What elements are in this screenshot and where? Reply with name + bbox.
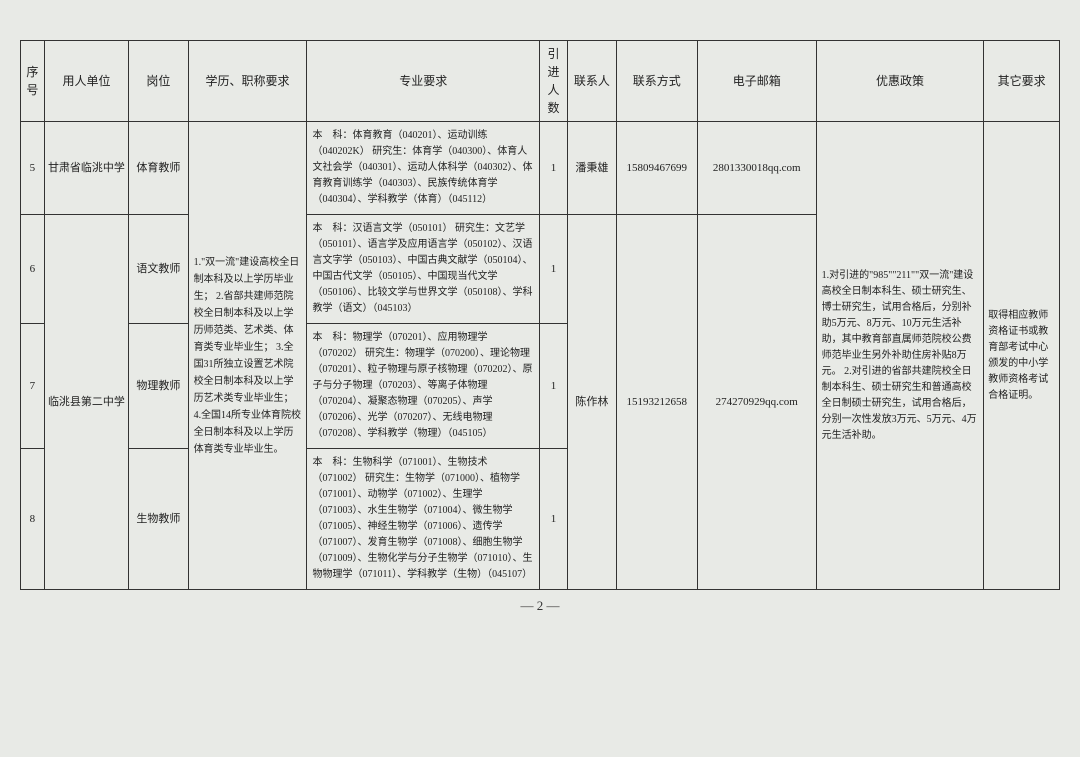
cell-email: 2801330018qq.com xyxy=(697,122,816,215)
cell-phone: 15193212658 xyxy=(616,215,697,590)
cell-unit: 甘肃省临洮中学 xyxy=(44,122,128,215)
cell-count: 1 xyxy=(539,324,567,449)
cell-requirement: 本 科：生物科学（071001）、生物技术（071002） 研究生：生物学（07… xyxy=(307,449,539,590)
cell-contact: 潘秉雄 xyxy=(568,122,617,215)
cell-contact: 陈作林 xyxy=(568,215,617,590)
header-contact: 联系人 xyxy=(568,41,617,122)
page-number: — 2 — xyxy=(20,598,1060,614)
cell-position: 体育教师 xyxy=(129,122,188,215)
header-email: 电子邮箱 xyxy=(697,41,816,122)
cell-education: 1."双一流"建设高校全日制本科及以上学历毕业生； 2.省部共建师范院校全日制本… xyxy=(188,122,307,590)
recruitment-table: 序号 用人单位 岗位 学历、职称要求 专业要求 引进人数 联系人 联系方式 电子… xyxy=(20,40,1060,590)
cell-other: 取得相应教师资格证书或教育部考试中心颁发的中小学教师资格考试合格证明。 xyxy=(984,122,1060,590)
cell-phone: 15809467699 xyxy=(616,122,697,215)
cell-count: 1 xyxy=(539,122,567,215)
cell-idx: 5 xyxy=(21,122,45,215)
cell-policy: 1.对引进的"985""211""双一流"建设高校全日制本科生、硕士研究生、博士… xyxy=(816,122,984,590)
cell-position: 生物教师 xyxy=(129,449,188,590)
header-count: 引进人数 xyxy=(539,41,567,122)
document-page: 序号 用人单位 岗位 学历、职称要求 专业要求 引进人数 联系人 联系方式 电子… xyxy=(20,40,1060,614)
cell-count: 1 xyxy=(539,449,567,590)
table-row: 5 甘肃省临洮中学 体育教师 1."双一流"建设高校全日制本科及以上学历毕业生；… xyxy=(21,122,1060,215)
cell-idx: 7 xyxy=(21,324,45,449)
cell-position: 语文教师 xyxy=(129,215,188,324)
header-idx: 序号 xyxy=(21,41,45,122)
cell-email: 274270929qq.com xyxy=(697,215,816,590)
cell-requirement: 本 科：体育教育（040201）、运动训练（040202K） 研究生：体育学（0… xyxy=(307,122,539,215)
table-header-row: 序号 用人单位 岗位 学历、职称要求 专业要求 引进人数 联系人 联系方式 电子… xyxy=(21,41,1060,122)
cell-requirement: 本 科：物理学（070201）、应用物理学（070202） 研究生：物理学（07… xyxy=(307,324,539,449)
header-requirement: 专业要求 xyxy=(307,41,539,122)
cell-unit: 临洮县第二中学 xyxy=(44,215,128,590)
cell-count: 1 xyxy=(539,215,567,324)
cell-position: 物理教师 xyxy=(129,324,188,449)
header-phone: 联系方式 xyxy=(616,41,697,122)
header-unit: 用人单位 xyxy=(44,41,128,122)
header-education: 学历、职称要求 xyxy=(188,41,307,122)
cell-idx: 6 xyxy=(21,215,45,324)
cell-requirement: 本 科：汉语言文学（050101） 研究生：文艺学（050101）、语言学及应用… xyxy=(307,215,539,324)
cell-idx: 8 xyxy=(21,449,45,590)
header-position: 岗位 xyxy=(129,41,188,122)
header-other: 其它要求 xyxy=(984,41,1060,122)
header-policy: 优惠政策 xyxy=(816,41,984,122)
